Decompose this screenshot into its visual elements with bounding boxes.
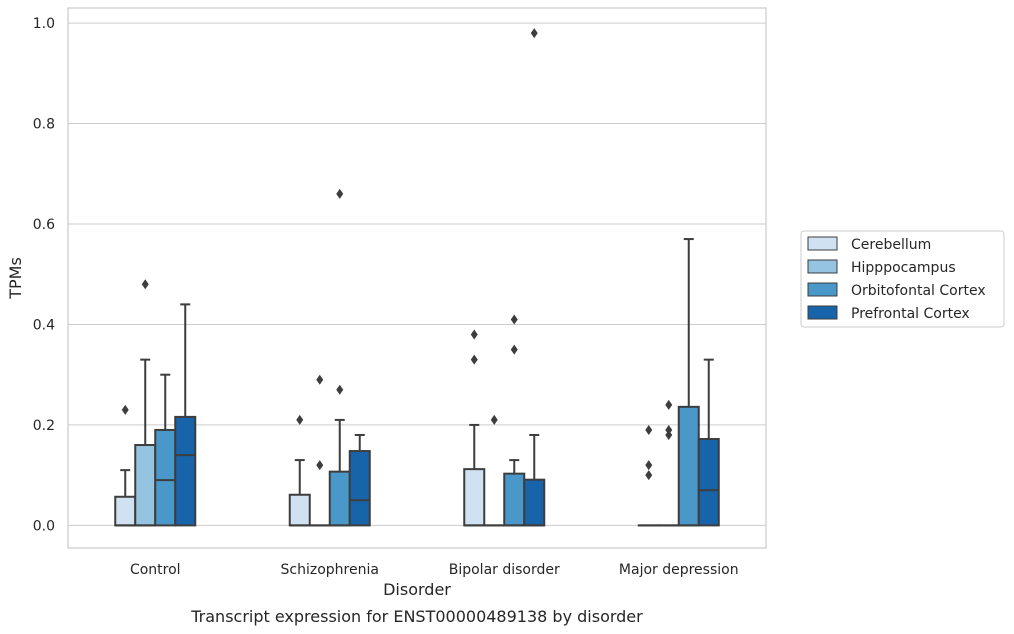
box <box>463 468 486 527</box>
box <box>288 493 311 527</box>
plot-area-frame <box>67 7 767 549</box>
box <box>114 495 137 527</box>
outlier-point <box>530 28 538 39</box>
box <box>697 437 720 527</box>
y-tick-label: 0.8 <box>33 117 55 133</box>
outlier-point <box>645 470 653 481</box>
legend-swatch <box>807 282 838 297</box>
box <box>348 450 371 527</box>
legend-frame <box>800 230 1005 328</box>
legend: Cerebellum Hipppocampus Orbitofontal Corte… <box>800 230 1005 328</box>
box <box>677 405 700 527</box>
outlier-point <box>470 354 478 365</box>
y-tick-label: 1.0 <box>33 16 55 32</box>
outlier-point <box>296 414 304 425</box>
box-group <box>657 399 680 527</box>
legend-label: Cerebellum <box>851 237 931 253</box>
box-group <box>288 414 311 527</box>
outlier-point <box>316 374 324 385</box>
box-group <box>114 404 137 527</box>
box-group <box>463 329 486 527</box>
x-tick-label: Major depression <box>619 562 739 578</box>
box-group <box>328 188 351 527</box>
y-tick-label: 0.4 <box>33 317 55 333</box>
outlier-point <box>510 314 518 325</box>
box-group <box>697 358 720 527</box>
outlier-point <box>645 460 653 471</box>
box-group <box>154 373 177 527</box>
outlier-point <box>336 384 344 395</box>
x-axis-ticks: Control Schizophrenia Bipolar disorder Majo… <box>130 562 739 578</box>
box <box>523 478 546 527</box>
outlier-point <box>470 329 478 340</box>
outlier-point <box>665 399 673 410</box>
legend-swatch <box>807 305 838 320</box>
y-axis-ticks: 0.0 0.2 0.4 0.6 0.8 1.0 <box>33 16 55 534</box>
box-group <box>503 314 526 527</box>
y-axis-label: TPMs <box>6 257 25 300</box>
box <box>174 415 197 527</box>
y-tick-label: 0.2 <box>33 418 55 434</box>
legend-label: Prefrontal Cortex <box>851 306 970 322</box>
legend-label: Hipppocampus <box>851 260 956 276</box>
outlier-point <box>121 404 129 415</box>
outlier-point <box>665 424 673 435</box>
outlier-point <box>665 429 673 440</box>
chart-caption: Transcript expression for ENST0000048913… <box>190 607 643 626</box>
outlier-point <box>316 460 324 471</box>
box-group <box>483 414 506 527</box>
outlier-point <box>645 424 653 435</box>
x-tick-label: Control <box>130 562 181 578</box>
box-marks <box>114 28 720 527</box>
box-group <box>348 433 371 527</box>
x-tick-label: Bipolar disorder <box>449 562 560 578</box>
box-group <box>637 424 660 527</box>
box <box>154 428 177 527</box>
box <box>503 472 526 527</box>
legend-swatch <box>807 259 838 274</box>
box <box>134 444 157 527</box>
x-tick-label: Schizophrenia <box>281 562 379 578</box>
legend-label: Orbitofontal Cortex <box>851 283 986 299</box>
box-group <box>134 279 157 527</box>
y-tick-label: 0.0 <box>33 518 55 534</box>
box-group <box>677 238 700 527</box>
outlier-point <box>336 188 344 199</box>
outlier-point <box>510 344 518 355</box>
legend-swatch <box>807 236 838 251</box>
outlier-point <box>490 414 498 425</box>
box <box>328 470 351 527</box>
box-group <box>308 374 331 527</box>
y-tick-label: 0.6 <box>33 217 55 233</box>
x-axis-label: Disorder <box>383 580 451 599</box>
box-group <box>523 28 546 527</box>
outlier-point <box>141 279 149 290</box>
box-group <box>174 303 197 527</box>
